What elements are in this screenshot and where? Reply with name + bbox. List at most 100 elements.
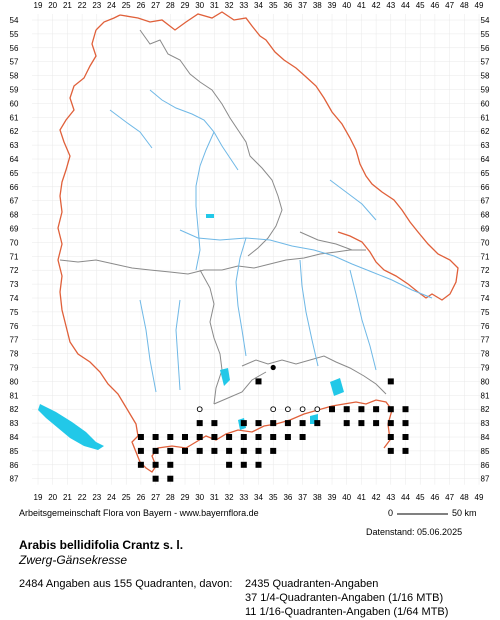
- y-grid-label: 67: [481, 197, 490, 206]
- x-grid-label: 34: [254, 1, 263, 10]
- y-grid-label: 84: [10, 433, 19, 442]
- occurrence-square: [196, 420, 203, 427]
- x-grid-label: 19: [34, 493, 43, 502]
- x-grid-label: 38: [313, 1, 322, 10]
- x-grid-label: 40: [342, 1, 351, 10]
- y-grid-label: 84: [481, 433, 490, 442]
- y-grid-label: 80: [10, 377, 19, 386]
- occurrence-square: [270, 447, 277, 454]
- y-grid-label: 87: [481, 475, 490, 484]
- stat-quarter-quadrant: 37 1/4-Quadranten-Angaben (1/16 MTB): [245, 592, 444, 604]
- occurrence-square: [358, 420, 365, 427]
- map-grid: [32, 14, 485, 485]
- x-grid-label: 20: [48, 1, 57, 10]
- x-grid-label: 38: [313, 493, 322, 502]
- occurrence-square: [240, 461, 247, 468]
- x-grid-label: 36: [283, 493, 292, 502]
- occurrence-square: [387, 434, 394, 440]
- x-grid-label: 21: [63, 1, 72, 10]
- scale-distance: 50 km: [452, 508, 477, 518]
- occurrence-square: [387, 420, 394, 427]
- x-grid-label: 35: [269, 1, 278, 10]
- y-grid-label: 80: [481, 377, 490, 386]
- y-grid-label: 63: [10, 141, 19, 150]
- y-grid-label: 86: [481, 461, 490, 470]
- y-grid-label: 76: [10, 322, 19, 331]
- occurrence-square: [270, 434, 277, 440]
- occurrence-square: [387, 447, 394, 454]
- data-date: Datenstand: 05.06.2025: [366, 527, 463, 537]
- y-grid-label: 60: [481, 99, 490, 108]
- x-grid-label: 39: [328, 1, 337, 10]
- y-grid-label: 58: [10, 72, 19, 81]
- occurrence-square: [240, 447, 247, 454]
- y-grid-label: 58: [481, 72, 490, 81]
- stat-sixteenth-quadrant: 11 1/16-Quadranten-Angaben (1/64 MTB): [245, 606, 449, 618]
- y-grid-label: 57: [481, 58, 490, 67]
- occurrence-dot: [270, 364, 276, 371]
- occurrence-square: [167, 475, 174, 482]
- y-grid-label: 74: [481, 294, 490, 303]
- occurrence-square: [343, 406, 350, 413]
- y-grid-label: 81: [10, 391, 19, 400]
- occurrence-square: [255, 447, 262, 454]
- x-grid-label: 27: [151, 493, 160, 502]
- y-grid-label: 70: [10, 238, 19, 247]
- x-grid-label: 30: [195, 493, 204, 502]
- occurrence-open-circle: [314, 406, 321, 413]
- y-grid-label: 86: [10, 461, 19, 470]
- occurrence-square: [255, 420, 262, 427]
- occurrence-square: [167, 461, 174, 468]
- occurrence-square: [402, 447, 409, 454]
- y-grid-label: 72: [481, 266, 490, 275]
- y-grid-label: 73: [10, 280, 19, 289]
- state-border: [57, 11, 459, 473]
- occurrence-dot: [182, 434, 188, 440]
- y-grid-label: 79: [481, 364, 490, 373]
- x-grid-label: 43: [386, 1, 395, 10]
- x-grid-label: 41: [357, 1, 366, 10]
- x-grid-label: 45: [416, 1, 425, 10]
- occurrence-square: [152, 447, 159, 454]
- occurrence-square: [226, 447, 233, 454]
- x-grid-label: 33: [239, 493, 248, 502]
- x-grid-label: 24: [107, 1, 116, 10]
- y-grid-label: 66: [481, 183, 490, 192]
- y-grid-label: 64: [10, 155, 19, 164]
- y-grid-label: 54: [481, 16, 490, 25]
- occurrence-square: [387, 406, 394, 413]
- y-grid-label: 61: [481, 113, 490, 122]
- occurrence-square: [299, 434, 306, 440]
- y-grid-label: 81: [481, 391, 490, 400]
- y-grid-label: 83: [10, 419, 19, 428]
- x-grid-label: 37: [298, 493, 307, 502]
- occurrence-open-circle: [270, 406, 277, 413]
- occurrence-square: [211, 447, 218, 454]
- y-grid-label: 62: [10, 127, 19, 136]
- y-grid-label: 79: [10, 364, 19, 373]
- x-grid-label: 22: [78, 1, 87, 10]
- x-grid-label: 26: [136, 493, 145, 502]
- x-grid-label: 39: [328, 493, 337, 502]
- x-grid-label: 32: [225, 493, 234, 502]
- x-grid-label: 30: [195, 1, 204, 10]
- occurrence-square: [329, 406, 335, 413]
- occurrence-square: [402, 434, 409, 440]
- x-grid-label: 33: [239, 1, 248, 10]
- x-grid-label: 40: [342, 493, 351, 502]
- occurrence-square: [137, 461, 144, 468]
- occurrence-square: [255, 378, 262, 385]
- x-grid-label: 49: [475, 493, 484, 502]
- y-grid-label: 73: [481, 280, 490, 289]
- y-grid-label: 55: [10, 30, 19, 39]
- y-grid-label: 56: [10, 44, 19, 53]
- occurrence-open-circle: [299, 406, 306, 413]
- x-grid-label: 23: [92, 493, 101, 502]
- occurrence-square: [343, 420, 350, 427]
- y-grid-label: 55: [481, 30, 490, 39]
- y-grid-label: 59: [10, 86, 19, 95]
- y-grid-label: 65: [10, 169, 19, 178]
- y-grid-label: 69: [481, 225, 490, 234]
- x-grid-label: 31: [210, 1, 219, 10]
- y-grid-label: 75: [481, 308, 490, 317]
